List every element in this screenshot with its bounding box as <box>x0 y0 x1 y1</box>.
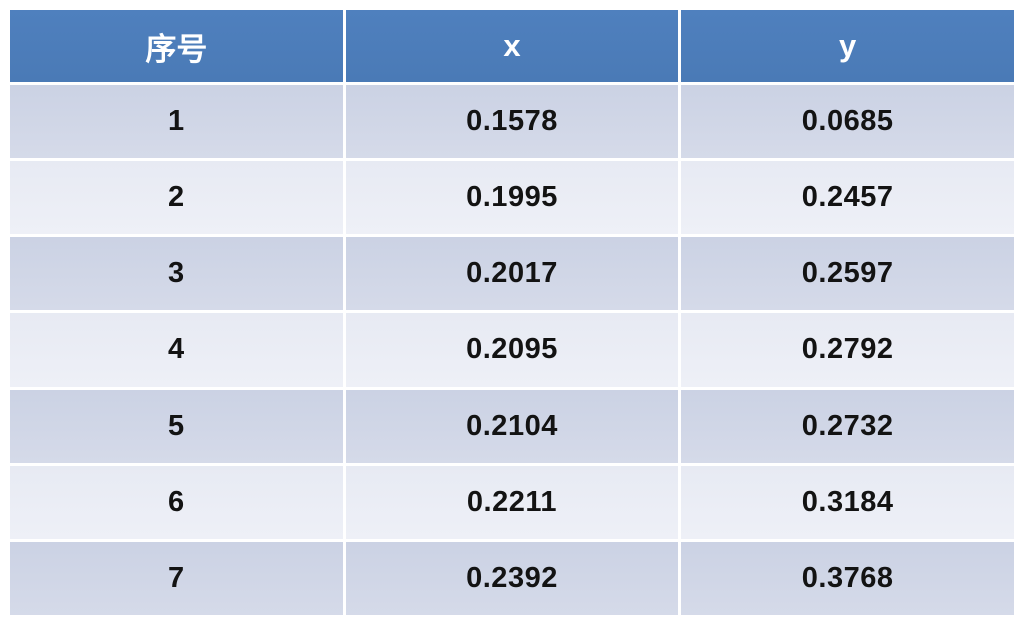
table-cell-x: 0.1995 <box>345 161 679 235</box>
table-row: 5 0.2104 0.2732 <box>10 389 1014 463</box>
table-cell-x: 0.2211 <box>345 465 679 539</box>
table-cell-index: 2 <box>10 161 343 235</box>
table-cell-y: 0.2792 <box>681 313 1014 387</box>
table-cell-index: 6 <box>10 465 343 539</box>
table-cell-y: 0.3184 <box>681 465 1014 539</box>
table-row: 1 0.1578 0.0685 <box>10 85 1014 159</box>
column-header-index: 序号 <box>10 10 343 82</box>
table-row: 7 0.2392 0.3768 <box>10 541 1014 615</box>
table-cell-y: 0.2597 <box>681 237 1014 311</box>
table-cell-y: 0.2457 <box>681 161 1014 235</box>
table-cell-x: 0.1578 <box>345 85 679 159</box>
table-cell-x: 0.2104 <box>345 389 679 463</box>
table-body: 1 0.1578 0.0685 2 0.1995 0.2457 3 0.2017 0.2597 4… <box>10 85 1014 615</box>
table-cell-x: 0.2017 <box>345 237 679 311</box>
table-cell-x: 0.2095 <box>345 313 679 387</box>
table-row: 6 0.2211 0.3184 <box>10 465 1014 539</box>
table-row: 3 0.2017 0.2597 <box>10 237 1014 311</box>
column-header-y: y <box>681 10 1014 82</box>
table-cell-y: 0.2732 <box>681 389 1014 463</box>
table-row: 4 0.2095 0.2792 <box>10 313 1014 387</box>
table-row: 2 0.1995 0.2457 <box>10 161 1014 235</box>
data-table: 序号 x y 1 0.1578 0.0685 2 0.1995 0.2457 3 0.2017… <box>7 7 1017 618</box>
table-cell-y: 0.0685 <box>681 85 1014 159</box>
table-cell-index: 1 <box>10 85 343 159</box>
column-header-x: x <box>345 10 679 82</box>
table-cell-x: 0.2392 <box>345 541 679 615</box>
table-cell-index: 4 <box>10 313 343 387</box>
table-cell-index: 5 <box>10 389 343 463</box>
table-cell-y: 0.3768 <box>681 541 1014 615</box>
header-row: 序号 x y <box>10 10 1014 82</box>
table-cell-index: 3 <box>10 237 343 311</box>
table-cell-index: 7 <box>10 541 343 615</box>
